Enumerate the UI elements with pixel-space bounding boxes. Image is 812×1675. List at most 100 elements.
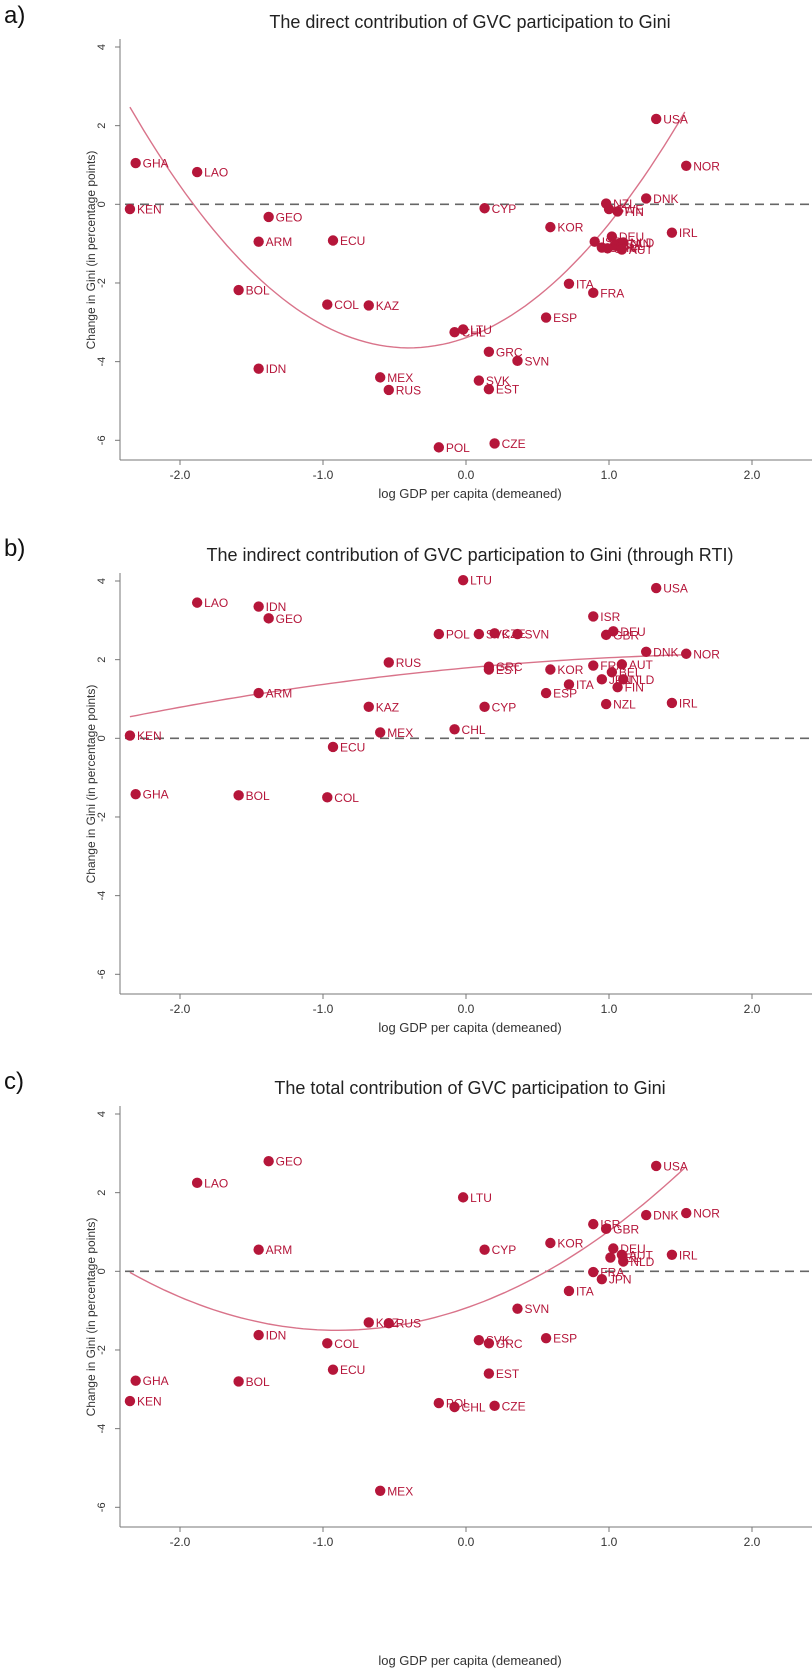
data-point-bol [233, 1376, 244, 1387]
panel-letter-c: c) [4, 1068, 24, 1095]
point-label-mex: MEX [387, 371, 413, 385]
point-label-cze: CZE [502, 437, 526, 451]
fit-curve [129, 654, 685, 718]
point-label-deu: DEU [620, 1242, 645, 1256]
y-tick-label: 0 [96, 201, 108, 207]
data-point-irl [666, 227, 678, 238]
point-label-mex: MEX [387, 726, 413, 740]
data-point-ita [563, 679, 575, 690]
data-point-gbr [600, 1223, 612, 1235]
data-point-esp [540, 312, 552, 323]
point-label-irl: IRL [679, 226, 698, 240]
point-label-geo: GEO [276, 210, 303, 224]
data-point-geo [263, 1155, 274, 1167]
point-label-ltu: LTU [470, 1191, 492, 1205]
point-label-svn: SVN [524, 1302, 549, 1316]
data-point-bel [605, 1252, 616, 1263]
data-point-usa [650, 113, 662, 125]
data-point-nld [618, 674, 629, 685]
x-tick-label: -1.0 [313, 1535, 334, 1549]
data-point-grc [483, 1338, 495, 1349]
point-label-aut: AUT [629, 1248, 654, 1262]
point-label-bol: BOL [246, 789, 270, 803]
point-label-bol: BOL [246, 284, 270, 298]
y-tick-label: -2 [96, 812, 108, 822]
point-label-pol: POL [446, 628, 470, 642]
data-point-isr [589, 236, 600, 247]
y-tick-label: 4 [96, 578, 108, 584]
data-point-usa [650, 582, 662, 594]
point-label-ecu: ECU [340, 1363, 365, 1377]
data-point-ltu [457, 1192, 469, 1203]
data-point-isr [588, 1218, 599, 1230]
data-point-rus [383, 384, 394, 396]
y-tick-label: -4 [96, 1424, 108, 1434]
y-tick-label: -4 [96, 357, 108, 367]
point-label-kor: KOR [557, 1237, 583, 1251]
x-tick-label: 2.0 [744, 1535, 761, 1549]
point-label-nor: NOR [693, 647, 720, 661]
point-label-ecu: ECU [340, 740, 365, 754]
data-point-chl [449, 1401, 460, 1413]
point-label-idn: IDN [266, 362, 287, 376]
y-tick-label: 4 [96, 44, 108, 50]
point-label-fin: FIN [625, 205, 644, 219]
x-tick-label: 1.0 [601, 468, 618, 482]
data-point-idn [253, 1329, 264, 1341]
point-label-chl: CHL [462, 326, 486, 340]
point-label-lao: LAO [204, 166, 228, 180]
point-label-dnk: DNK [653, 645, 678, 659]
point-label-grc: GRC [496, 345, 523, 359]
point-label-ken: KEN [137, 729, 162, 743]
data-point-svk [473, 375, 485, 386]
x-tick-label: -2.0 [170, 1002, 191, 1016]
point-label-nzl: NZL [613, 698, 636, 712]
point-label-kor: KOR [557, 221, 583, 235]
point-label-col: COL [334, 298, 359, 312]
point-label-ita: ITA [576, 1284, 594, 1298]
point-label-isr: ISR [600, 610, 620, 624]
data-point-fin [612, 681, 623, 693]
y-tick-label: 2 [96, 657, 108, 663]
point-label-nld: NLD [630, 236, 654, 250]
data-point-mex [375, 1485, 386, 1496]
point-label-deu: DEU [620, 625, 645, 639]
data-point-arm [253, 1244, 264, 1255]
point-label-can: CAN [626, 237, 651, 251]
point-label-gbr: GBR [613, 1222, 639, 1236]
point-label-col: COL [334, 791, 359, 805]
data-point-lao [191, 1177, 203, 1189]
point-label-dnk: DNK [653, 1209, 678, 1223]
data-point-idn [253, 601, 264, 612]
panel-letter-a: a) [4, 2, 26, 29]
data-point-bol [233, 284, 244, 296]
data-point-aut [616, 244, 628, 255]
y-tick-label: -2 [96, 278, 108, 288]
fit-curve [129, 1167, 686, 1331]
point-label-lao: LAO [204, 596, 228, 610]
data-point-mex [375, 727, 386, 738]
x-axis-label-c: log GDP per capita (demeaned) [378, 1653, 562, 1668]
data-point-jpn [602, 243, 613, 254]
point-label-svn: SVN [524, 628, 549, 642]
data-point-nzl [600, 698, 612, 710]
data-point-svk [473, 628, 485, 640]
data-point-ken [124, 730, 136, 741]
data-point-cyp [479, 701, 490, 713]
point-label-chl: CHL [462, 723, 486, 737]
point-label-bel: BEL [622, 239, 645, 253]
data-point-ltu [457, 324, 469, 335]
data-point-rus [383, 1318, 394, 1329]
point-label-chl: CHL [462, 1401, 486, 1415]
point-label-usa: USA [663, 582, 688, 596]
point-label-nor: NOR [693, 1207, 720, 1221]
y-tick-label: -4 [96, 891, 108, 901]
data-point-jpn [596, 1273, 608, 1285]
data-point-svn [512, 355, 523, 367]
panel-letter-b: b) [4, 535, 26, 562]
data-point-idn [253, 363, 264, 374]
point-label-rus: RUS [396, 383, 421, 397]
data-point-dnk [640, 646, 652, 657]
data-point-swe [603, 203, 615, 215]
point-label-col: COL [334, 1337, 359, 1351]
